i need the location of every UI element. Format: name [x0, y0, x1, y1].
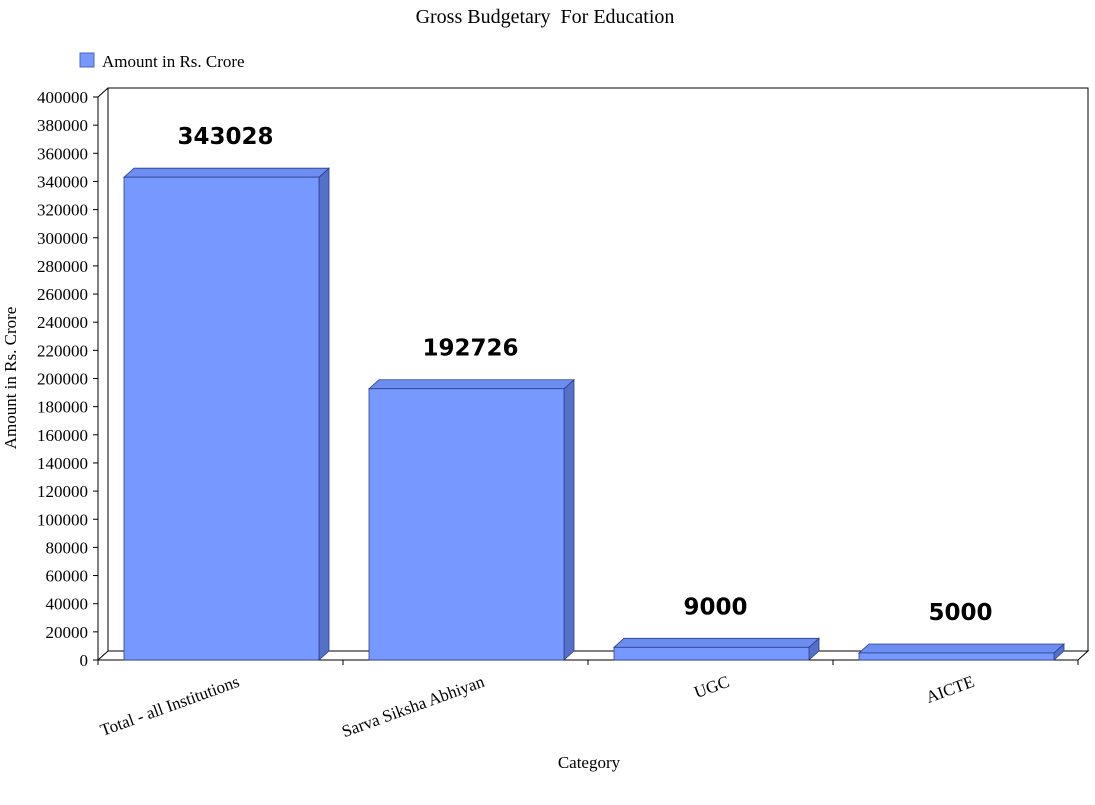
bar	[122, 167, 331, 661]
bar-side	[318, 167, 330, 661]
data-label: 5000	[928, 600, 992, 626]
y-axis-label: Amount in Rs. Crore	[1, 307, 20, 450]
bar	[367, 378, 576, 661]
y-tick-label: 0	[80, 651, 89, 670]
data-label: 192726	[422, 336, 518, 362]
bar-top	[857, 643, 1066, 654]
y-tick-label: 240000	[37, 313, 88, 332]
data-label: 9000	[683, 594, 747, 620]
y-tick-label: 80000	[46, 538, 89, 557]
bar-side	[563, 378, 575, 661]
y-axis-depth-line	[97, 87, 109, 98]
bar	[857, 643, 1066, 661]
y-tick-label: 200000	[37, 370, 88, 389]
y-tick-label: 120000	[37, 482, 88, 501]
y-tick-label: 40000	[46, 595, 89, 614]
data-labels: 343028 192726 9000 5000	[177, 124, 992, 626]
bar-front	[123, 176, 320, 661]
y-tick-label: 100000	[37, 510, 88, 529]
y-tick-label: 400000	[37, 88, 88, 107]
y-tick-label: 180000	[37, 398, 88, 417]
x-tick-label: UGC	[692, 672, 732, 702]
bar	[612, 637, 821, 661]
y-tick-label: 300000	[37, 229, 88, 248]
y-tick-label: 20000	[46, 623, 89, 642]
bar-top	[612, 637, 821, 648]
x-tick-label: Sarva Siksha Abhiyan	[339, 672, 487, 741]
y-tick-label: 220000	[37, 341, 88, 360]
bar-front	[858, 652, 1055, 661]
bars	[122, 167, 1066, 661]
y-tick-label: 360000	[37, 144, 88, 163]
x-axis-label: Category	[558, 753, 621, 772]
y-tick-label: 380000	[37, 116, 88, 135]
bar-top	[367, 379, 576, 390]
x-axis: Total - all Institutions Sarva Siksha Abh…	[97, 660, 1079, 741]
y-tick-label: 280000	[37, 257, 88, 276]
y-axis: 0 20000 40000 60000 80000 100000 120000 140000 1…	[37, 88, 98, 670]
legend-swatch	[79, 52, 95, 68]
bar-top	[122, 167, 331, 178]
y-tick-label: 260000	[37, 285, 88, 304]
y-tick-label: 340000	[37, 172, 88, 191]
y-tick-label: 140000	[37, 454, 88, 473]
legend-label: Amount in Rs. Crore	[102, 52, 245, 71]
x-tick-label: AICTE	[923, 672, 977, 707]
legend: Amount in Rs. Crore	[79, 52, 245, 71]
chart-title: Gross Budgetary For Education	[416, 6, 675, 28]
y-tick-label: 320000	[37, 201, 88, 220]
y-tick-label: 60000	[46, 567, 89, 586]
y-tick-label: 160000	[37, 426, 88, 445]
data-label: 343028	[177, 124, 273, 150]
x-tick-label: Total - all Institutions	[98, 672, 242, 740]
bar-front	[613, 646, 810, 661]
bar-front	[368, 388, 565, 661]
